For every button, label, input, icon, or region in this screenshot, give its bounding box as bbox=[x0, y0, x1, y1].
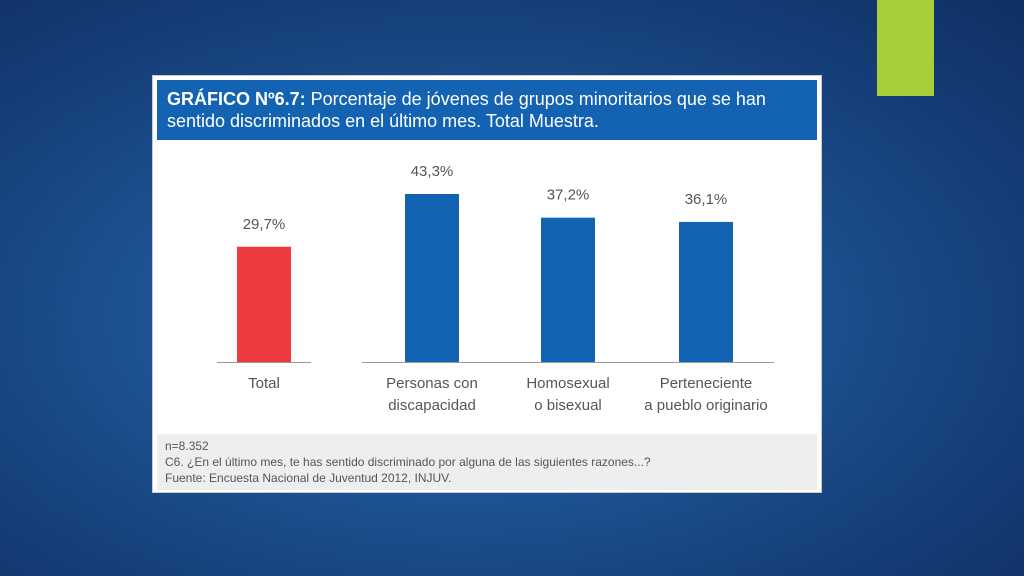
bar-4 bbox=[679, 221, 733, 362]
sample-size: n=8.352 bbox=[165, 439, 209, 453]
value-label-4: 36,1% bbox=[685, 191, 728, 208]
value-label-1: 29,7% bbox=[243, 216, 286, 233]
chart-number: GRÁFICO Nº6.7: bbox=[167, 89, 306, 109]
category-label-3-line-1: Homosexual bbox=[526, 375, 609, 392]
bar-2 bbox=[405, 194, 459, 362]
chart-header: GRÁFICO Nº6.7: Porcentaje de jóvenes de … bbox=[157, 80, 817, 140]
source-note: Fuente: Encuesta Nacional de Juventud 20… bbox=[165, 471, 452, 485]
survey-question: C6. ¿En el último mes, te has sentido di… bbox=[165, 455, 651, 469]
chart-panel: GRÁFICO Nº6.7: Porcentaje de jóvenes de … bbox=[152, 75, 822, 493]
category-label-4-line-2: a pueblo originario bbox=[644, 397, 767, 414]
category-label-2-line-2: discapacidad bbox=[388, 397, 476, 414]
bar-3 bbox=[541, 217, 595, 362]
category-label-2-line-1: Personas con bbox=[386, 375, 478, 392]
chart-title: Porcentaje de jóvenes de grupos minorita… bbox=[167, 89, 766, 131]
category-label-1-line-1: Total bbox=[248, 375, 280, 392]
chart-footer: n=8.352 C6. ¿En el último mes, te has se… bbox=[157, 434, 817, 490]
bar-1 bbox=[237, 246, 291, 362]
bar-chart: 29,7% Total 43,3% Personas con discapacidad 3… bbox=[217, 163, 774, 414]
value-label-3: 37,2% bbox=[547, 187, 590, 204]
category-label-4-line-1: Perteneciente bbox=[660, 375, 753, 392]
accent-rectangle bbox=[877, 0, 934, 96]
category-label-3-line-2: o bisexual bbox=[534, 397, 602, 414]
value-label-2: 43,3% bbox=[411, 163, 454, 180]
